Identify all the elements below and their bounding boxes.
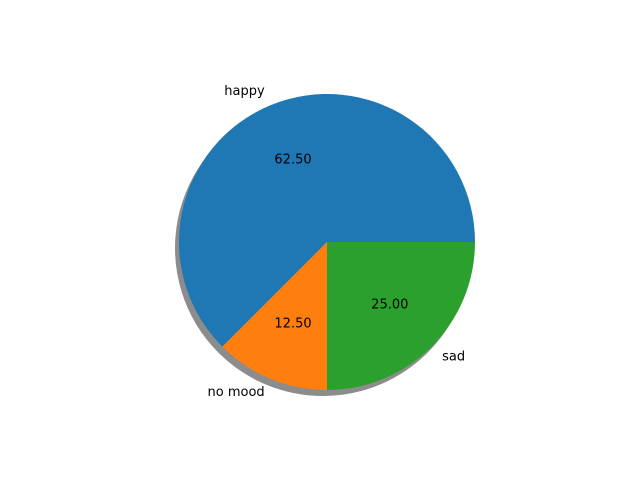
wedge-happy [178, 94, 475, 347]
wedge-label-sad: sad [442, 350, 465, 365]
wedge-label-happy: happy [224, 84, 265, 99]
wedge-no-mood [222, 242, 327, 390]
wedge-value-happy: 62.50 [274, 152, 311, 167]
wedge-value-no-mood: 12.50 [274, 317, 311, 332]
pie-wedges [178, 94, 475, 390]
wedge-label-no-mood: no mood [208, 385, 265, 400]
wedge-sad [327, 242, 475, 390]
wedge-value-sad: 25.00 [371, 297, 408, 312]
pie-labels: happy 62.50 no mood 12.50 sad 25.00 [208, 84, 466, 400]
